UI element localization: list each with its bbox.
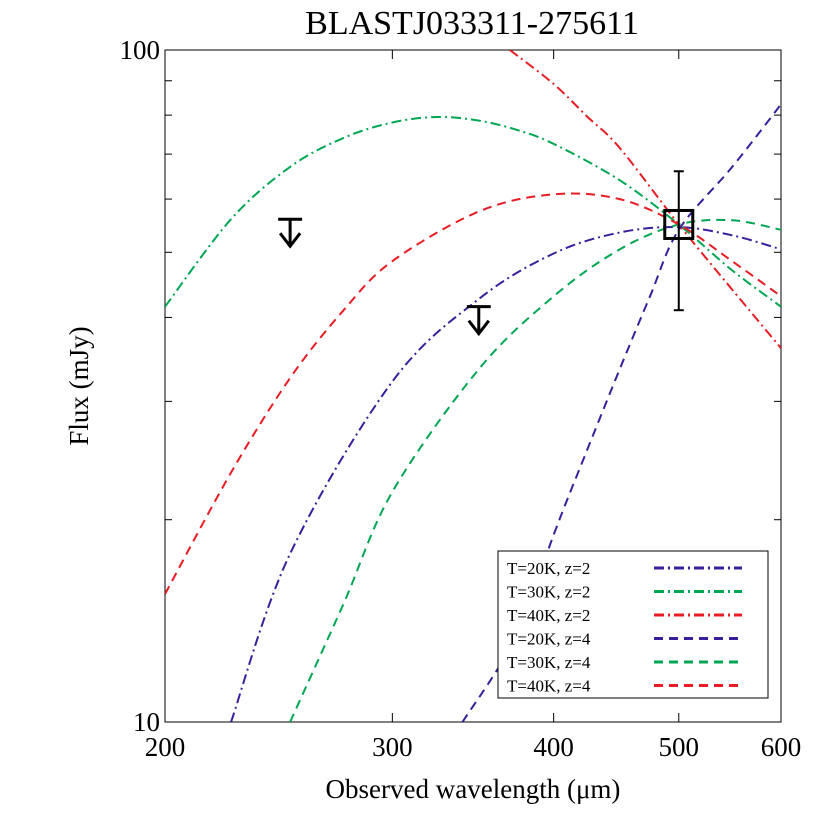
series-line-5 — [289, 218, 781, 722]
legend: T=20K, z=2 T=30K, z=2 T=40K, z=2 T=20K, z=4… — [497, 550, 769, 699]
legend-label-4: T=20K, z=4 — [507, 630, 591, 649]
x-tick-label: 400 — [533, 732, 574, 762]
detection-point — [663, 170, 695, 312]
upper-limit-marker-1 — [278, 217, 303, 249]
series-line-3 — [509, 50, 781, 349]
x-tick-label: 600 — [761, 732, 802, 762]
legend-label-6: T=40K, z=4 — [507, 677, 591, 696]
legend-label-3: T=40K, z=2 — [507, 606, 590, 625]
x-axis-label: Observed wavelength (μm) — [326, 774, 621, 804]
data-markers — [278, 170, 695, 337]
y-tick-label: 10 — [133, 707, 160, 737]
chart-title: BLASTJ033311-275611 — [305, 5, 639, 42]
legend-label-2: T=30K, z=2 — [507, 583, 590, 602]
y-axis-label: Flux (mJy) — [64, 326, 94, 445]
x-tick-label: 300 — [372, 732, 413, 762]
axis-ticks — [164, 49, 782, 723]
legend-label-5: T=30K, z=4 — [507, 653, 591, 672]
x-tick-label: 200 — [145, 732, 186, 762]
x-tick-label: 500 — [659, 732, 700, 762]
series-line-6 — [165, 192, 781, 595]
upper-limit-marker-2 — [466, 305, 491, 337]
y-tick-label: 100 — [120, 35, 161, 65]
legend-label-1: T=20K, z=2 — [507, 559, 590, 578]
axis-tick-labels: 200 300 400 500 600 10 100 — [120, 35, 802, 762]
legend-box — [497, 550, 769, 699]
